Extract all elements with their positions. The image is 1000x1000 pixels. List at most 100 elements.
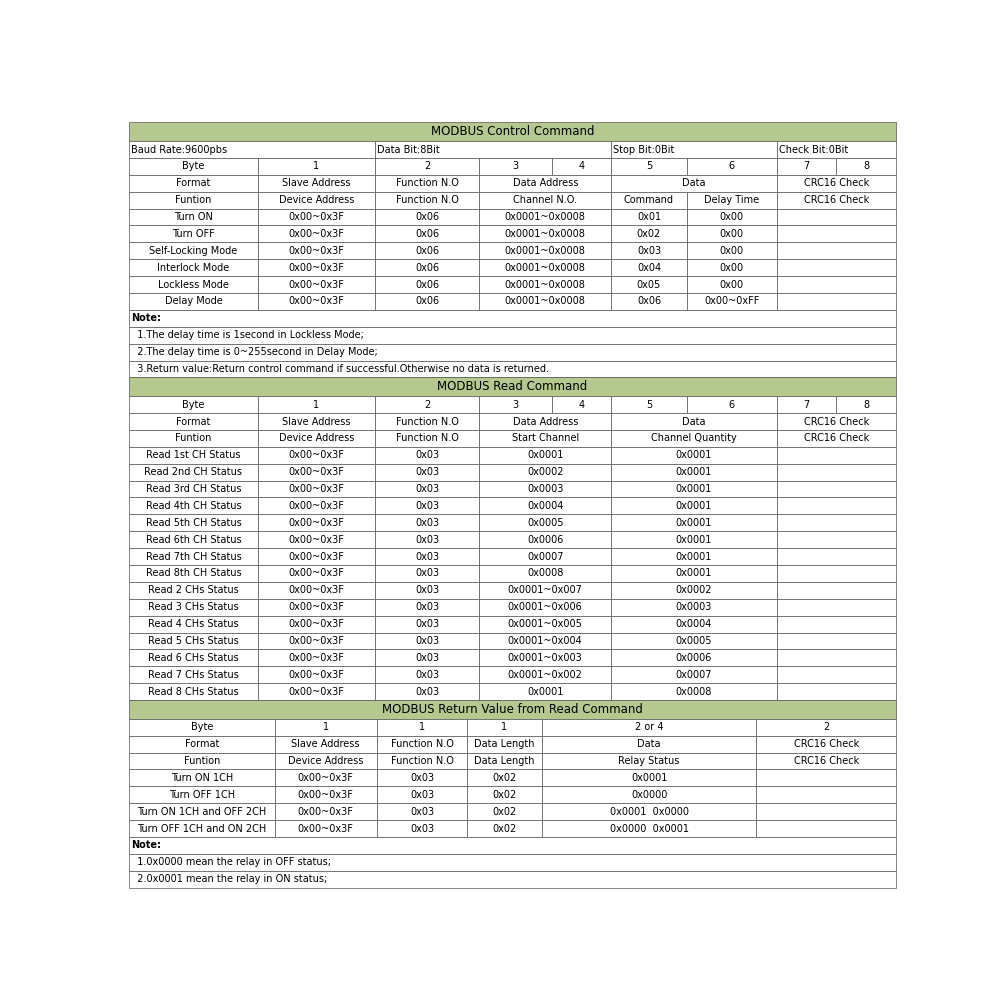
Bar	[275, 719, 377, 736]
Text: Byte: Byte	[191, 722, 213, 732]
Text: 8: 8	[863, 400, 869, 410]
Bar	[777, 430, 896, 447]
Text: Funtion: Funtion	[175, 195, 212, 205]
Text: Byte: Byte	[182, 161, 205, 171]
Text: Byte: Byte	[182, 400, 205, 410]
Bar	[258, 649, 375, 666]
Bar	[129, 854, 896, 871]
Text: 2: 2	[424, 161, 430, 171]
Bar	[375, 548, 479, 565]
Bar	[129, 582, 258, 599]
Text: 0x03: 0x03	[410, 790, 434, 800]
Bar	[258, 582, 375, 599]
Text: 0x0004: 0x0004	[527, 501, 563, 511]
Bar	[687, 225, 777, 242]
Bar	[258, 430, 375, 447]
Bar	[777, 683, 896, 700]
Text: 0x00~0x3F: 0x00~0x3F	[288, 535, 344, 545]
Bar	[611, 548, 777, 565]
Text: Delay Mode: Delay Mode	[165, 296, 222, 306]
Text: 0x03: 0x03	[410, 773, 434, 783]
Bar	[258, 447, 375, 464]
Bar	[479, 396, 552, 413]
Text: 0x03: 0x03	[415, 535, 439, 545]
Bar	[467, 803, 542, 820]
Text: 0x03: 0x03	[415, 602, 439, 612]
Text: 0x06: 0x06	[415, 296, 439, 306]
Text: Data: Data	[637, 739, 661, 749]
Bar	[377, 803, 467, 820]
Text: 1.0x0000 mean the relay in OFF status;: 1.0x0000 mean the relay in OFF status;	[131, 857, 331, 867]
Bar	[375, 413, 479, 430]
Text: Self-Locking Mode: Self-Locking Mode	[149, 246, 238, 256]
Text: Read 2nd CH Status: Read 2nd CH Status	[144, 467, 242, 477]
Text: 0x0001: 0x0001	[676, 450, 712, 460]
Text: Data Bit:8Bit: Data Bit:8Bit	[377, 145, 440, 155]
Bar	[375, 141, 611, 158]
Text: 0x00: 0x00	[720, 246, 744, 256]
Text: Turn ON 1CH: Turn ON 1CH	[171, 773, 233, 783]
Bar	[258, 481, 375, 497]
Text: 0x00~0x3F: 0x00~0x3F	[298, 807, 354, 817]
Bar	[479, 464, 611, 481]
Bar	[611, 464, 777, 481]
Bar	[687, 158, 777, 175]
Bar	[479, 293, 611, 310]
Bar	[375, 430, 479, 447]
Bar	[129, 276, 258, 293]
Text: 0x00~0x3F: 0x00~0x3F	[288, 229, 344, 239]
Text: 0x0002: 0x0002	[676, 585, 712, 595]
Text: 1.The delay time is 1second in Lockless Mode;: 1.The delay time is 1second in Lockless …	[131, 330, 364, 340]
Bar	[129, 837, 896, 854]
Text: Check Bit:0Bit: Check Bit:0Bit	[779, 145, 848, 155]
Text: Slave Address: Slave Address	[291, 739, 360, 749]
Bar	[611, 276, 687, 293]
Bar	[377, 736, 467, 753]
Text: Device Address: Device Address	[288, 756, 363, 766]
Text: 0x06: 0x06	[637, 296, 661, 306]
Text: Turn OFF: Turn OFF	[172, 229, 215, 239]
Text: 0x00~0x3F: 0x00~0x3F	[288, 619, 344, 629]
Bar	[129, 447, 258, 464]
Bar	[258, 616, 375, 633]
Text: CRC16 Check: CRC16 Check	[794, 756, 859, 766]
Text: 0x03: 0x03	[415, 653, 439, 663]
Text: 3.Return value:Return control command if successful.Otherwise no data is returne: 3.Return value:Return control command if…	[131, 364, 549, 374]
Bar	[375, 531, 479, 548]
Bar	[375, 192, 479, 209]
Text: Funtion: Funtion	[184, 756, 220, 766]
Bar	[756, 753, 896, 769]
Text: 0x06: 0x06	[415, 229, 439, 239]
Text: Read 5 CHs Status: Read 5 CHs Status	[148, 636, 239, 646]
Bar	[479, 481, 611, 497]
Bar	[467, 786, 542, 803]
Bar	[377, 719, 467, 736]
Text: 0x00: 0x00	[720, 212, 744, 222]
Bar	[611, 514, 777, 531]
Text: Read 7th CH Status: Read 7th CH Status	[146, 552, 241, 562]
Bar	[611, 565, 777, 582]
Bar	[375, 209, 479, 225]
Text: 0x01: 0x01	[637, 212, 661, 222]
Text: 0x0001~0x0008: 0x0001~0x0008	[505, 246, 586, 256]
Text: Device Address: Device Address	[279, 433, 354, 443]
Bar	[777, 497, 896, 514]
Bar	[275, 769, 377, 786]
Bar	[479, 582, 611, 599]
Bar	[777, 582, 896, 599]
Bar	[129, 565, 258, 582]
Text: 5: 5	[646, 161, 652, 171]
Bar	[375, 616, 479, 633]
Bar	[258, 599, 375, 616]
Text: 0x0001~0x0008: 0x0001~0x0008	[505, 212, 586, 222]
Text: 0x03: 0x03	[415, 484, 439, 494]
Bar	[258, 259, 375, 276]
Bar	[479, 683, 611, 700]
Bar	[258, 531, 375, 548]
Bar	[611, 649, 777, 666]
Bar	[258, 548, 375, 565]
Bar	[611, 413, 777, 430]
Text: Channel Quantity: Channel Quantity	[651, 433, 737, 443]
Bar	[258, 209, 375, 225]
Bar	[479, 666, 611, 683]
